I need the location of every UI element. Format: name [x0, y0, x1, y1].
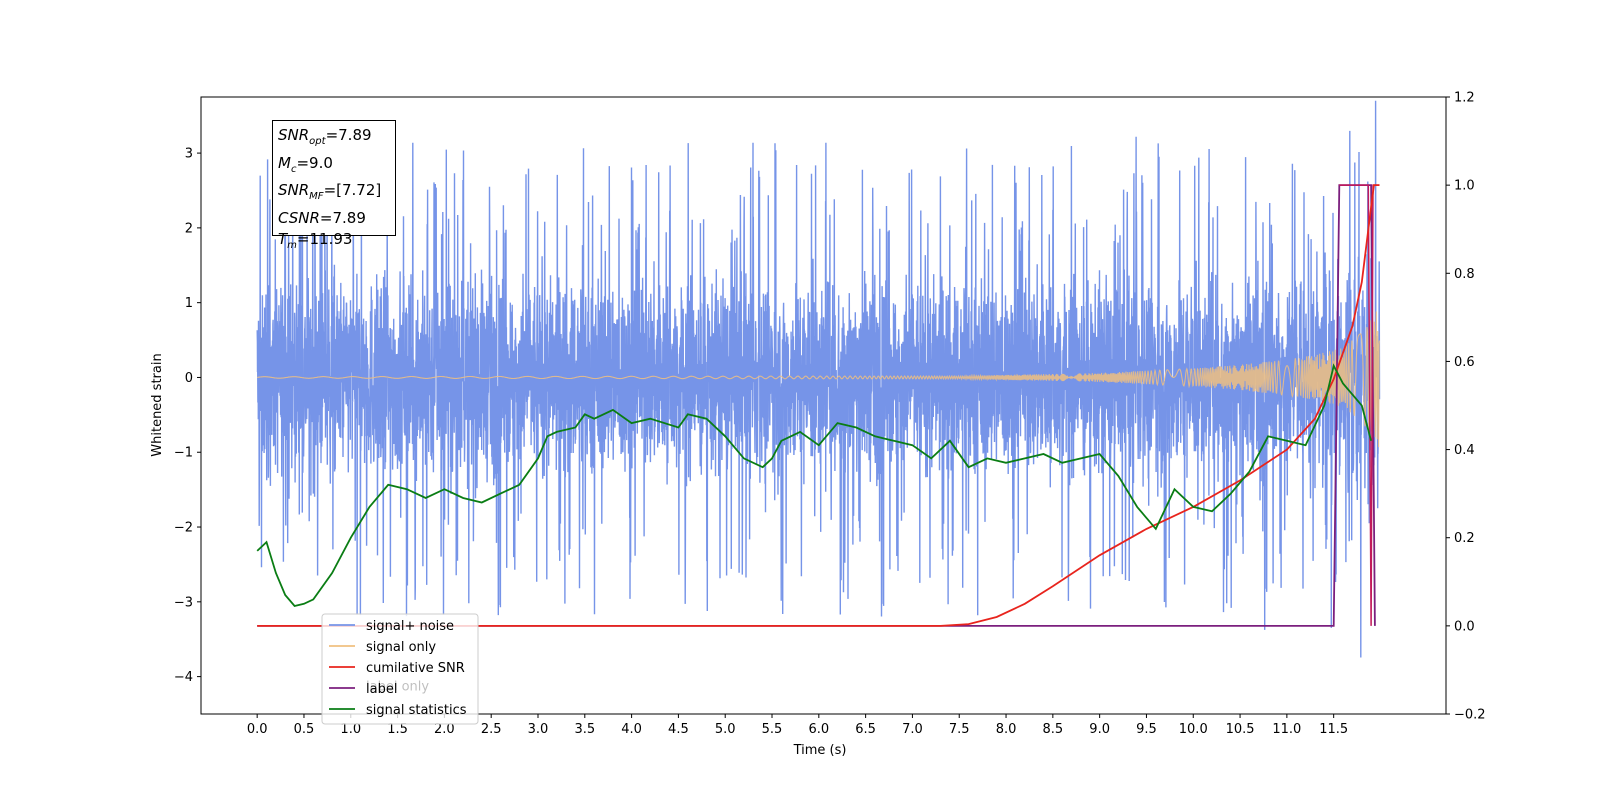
- x-tick-label: 4.0: [621, 722, 642, 737]
- series-signal-plus-noise: [256, 100, 1381, 658]
- x-tick-label: 1.5: [387, 722, 408, 737]
- snr-opt-row: SNRopt=7.89: [278, 126, 372, 147]
- x-tick-label: 4.5: [668, 722, 689, 737]
- csnr-row: CSNR=7.89: [278, 208, 366, 227]
- x-tick-label: 5.5: [762, 722, 783, 737]
- legend-label: cumilative SNR: [366, 661, 465, 676]
- plot-data-layer: [256, 100, 1381, 658]
- x-tick-label: 9.0: [1089, 722, 1110, 737]
- right-y-tick-label: 0.0: [1454, 619, 1475, 634]
- y-tick-label: 2: [185, 221, 193, 236]
- right-y-tick-label: 0.8: [1454, 267, 1475, 282]
- x-tick-label: 8.5: [1042, 722, 1063, 737]
- axis-ticks-layer: 0.0 0.5 1.0 1.5 2.0 2.5 3.0 3.5 4.0 4.5 5.0 5.5 6.0 6…: [174, 91, 1486, 738]
- right-y-tick-label: 1.0: [1454, 179, 1475, 194]
- legend-label: label: [366, 682, 397, 697]
- merger-time-row: Tm=11.93: [278, 230, 353, 251]
- legend-box: [321, 613, 479, 725]
- plot-frame: [200, 96, 1447, 715]
- x-tick-label: 2.5: [481, 722, 502, 737]
- series-signal-statistics: [256, 363, 1372, 608]
- x-tick-label: 3.5: [574, 722, 595, 737]
- x-tick-label: 2.0: [434, 722, 455, 737]
- y-tick-label: −1: [174, 446, 193, 461]
- legend-label: signal only: [366, 640, 436, 655]
- x-tick-label: 5.0: [715, 722, 736, 737]
- x-tick-label: 7.5: [949, 722, 970, 737]
- series-signal-only: [257, 311, 1381, 448]
- right-y-tick-label: 1.2: [1454, 91, 1475, 106]
- legend-hidden-entry: label only: [366, 680, 429, 695]
- right-y-tick-label: 0.2: [1454, 531, 1475, 546]
- legend: label only signal+ noise signal only cumila…: [321, 613, 479, 725]
- chirp-mass-row: Mc=9.0: [278, 153, 333, 175]
- x-tick-label: 6.5: [855, 722, 876, 737]
- x-tick-label: 0.5: [294, 722, 315, 737]
- x-tick-label: 9.5: [1136, 722, 1157, 737]
- x-tick-label: 10.0: [1179, 722, 1208, 737]
- x-tick-label: 10.5: [1226, 722, 1255, 737]
- info-box: SNRopt=7.89 Mc=9.0 SNRMF=[7.72] CSNR=7.8…: [272, 120, 396, 251]
- y-tick-label: 1: [185, 296, 193, 311]
- snr-mf-row: SNRMF=[7.72]: [278, 181, 382, 202]
- x-tick-label: 8.0: [996, 722, 1017, 737]
- x-tick-label: 11.0: [1272, 722, 1301, 737]
- x-tick-label: 3.0: [528, 722, 549, 737]
- series-cumulative-snr: [257, 184, 1380, 627]
- y-tick-label: −4: [174, 670, 193, 685]
- x-tick-label: 0.0: [247, 722, 268, 737]
- y-tick-label: 3: [185, 147, 193, 162]
- x-tick-label: 1.0: [340, 722, 361, 737]
- y-tick-label: 0: [185, 371, 193, 386]
- y-tick-label: −2: [174, 521, 193, 536]
- legend-label: signal+ noise: [366, 619, 454, 634]
- y-tick-label: −3: [174, 595, 193, 610]
- x-axis-title: Time (s): [793, 743, 847, 758]
- x-tick-label: 6.0: [808, 722, 829, 737]
- right-y-tick-label: 0.6: [1454, 355, 1475, 370]
- right-y-tick-label: −0.2: [1454, 708, 1486, 723]
- x-tick-label: 7.0: [902, 722, 923, 737]
- right-y-tick-label: 0.4: [1454, 443, 1475, 458]
- y-axis-title: Whitened strain: [150, 353, 165, 456]
- x-tick-label: 11.5: [1319, 722, 1348, 737]
- legend-label: signal statistics: [366, 703, 467, 718]
